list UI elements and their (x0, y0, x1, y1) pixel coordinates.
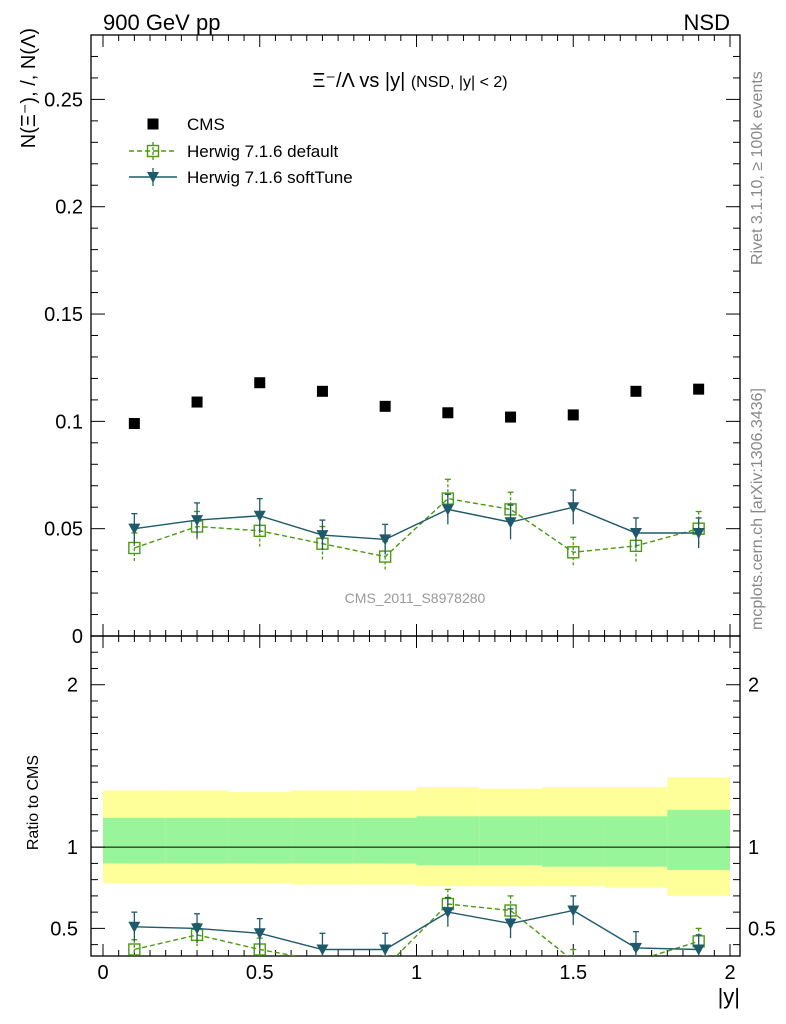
x-tick-label: 1.5 (559, 962, 587, 984)
ratio-herwig-softtune-point (191, 923, 204, 935)
chart-title-main: Ξ⁻/Λ vs |y| (312, 70, 405, 92)
legend-label: CMS (187, 115, 225, 134)
rivet-label: Rivet 3.1.10, ≥ 100k events (749, 71, 766, 265)
chart-title-sub: (NSD, |y| < 2) (411, 74, 508, 91)
process-label: NSD (684, 10, 730, 35)
ratio-frame (90, 635, 741, 957)
ratio-band-inner (103, 817, 166, 864)
legend-cms-marker (147, 118, 159, 130)
cms-point (442, 407, 454, 419)
main-plot-area: 0 0.05 0.1 0.15 0.2 0.25 (44, 34, 741, 956)
ratio-band-inner (228, 817, 292, 864)
cms-point (505, 411, 517, 423)
cms-point (379, 400, 391, 412)
ratio-herwig-softtune-point (379, 944, 392, 956)
ratio-y-tick-label-right: 0.5 (748, 918, 776, 940)
legend-softtune-marker (147, 172, 159, 183)
herwig-default-line (134, 497, 699, 558)
ratio-band-inner (416, 816, 480, 866)
ratio-herwig-default-line (134, 903, 699, 956)
ratio-y-tick-label-left: 0.5 (50, 918, 78, 940)
cms-point (316, 385, 328, 397)
ratio-y-axis-label: Ratio to CMS (25, 755, 42, 850)
ratio-band-inner (667, 809, 730, 870)
herwig-softtune-line (134, 506, 699, 541)
main-y-tick-label: 0.05 (44, 519, 83, 541)
ratio-band-inner (291, 817, 354, 864)
cms-point (191, 396, 203, 408)
mcplots-label: mcplots.cern.ch [arXiv:1306.3436] (749, 388, 766, 630)
legend-default-marker (146, 144, 160, 158)
main-y-tick-label: 0 (72, 626, 83, 648)
ratio-herwig-softtune-point (692, 944, 705, 956)
watermark: CMS_2011_S8978280 (345, 590, 486, 606)
herwig-softtune-point (191, 515, 204, 527)
herwig-softtune-point (316, 530, 329, 542)
ratio-band-inner (479, 816, 542, 866)
cms-point (254, 377, 266, 389)
herwig-default-point (567, 546, 580, 559)
ratio-band-inner (541, 816, 605, 867)
cms-point (567, 409, 579, 421)
x-axis-label: |y| (718, 984, 740, 1009)
herwig-softtune-point (441, 504, 454, 516)
legend-label: Herwig 7.1.6 softTune (187, 168, 353, 187)
legend-label: Herwig 7.1.6 default (187, 142, 338, 161)
ratio-herwig-softtune-point (629, 942, 642, 954)
ratio-band-inner (353, 817, 417, 864)
chart-title: Ξ⁻/Λ vs |y| (NSD, |y| < 2) (312, 70, 507, 92)
herwig-softtune-point (253, 510, 266, 522)
herwig-softtune-point (379, 534, 392, 546)
main-y-axis-label: N(Ξ⁻), /, N(Λ) (18, 28, 40, 148)
ratio-herwig-softtune-point (253, 928, 266, 940)
ratio-herwig-softtune-point (504, 918, 517, 930)
ratio-y-tick-label-left: 1 (67, 837, 78, 859)
cms-point (693, 383, 705, 395)
cms-point (630, 385, 642, 397)
herwig-softtune-point (692, 527, 705, 539)
main-y-tick-label: 0.1 (55, 411, 83, 433)
herwig-softtune-point (567, 502, 580, 514)
ratio-herwig-softtune-point (128, 921, 141, 933)
x-tick-label: 2 (724, 962, 735, 984)
ratio-herwig-softtune-line (134, 909, 699, 951)
herwig-softtune-point (128, 523, 141, 535)
ratio-herwig-default-point (128, 943, 141, 956)
legend: CMS Herwig 7.1.6 default Herwig 7.1.6 soft… (129, 115, 353, 187)
ratio-y-tick-label-right: 2 (748, 675, 759, 697)
ratio-herwig-softtune-point (567, 905, 580, 917)
ratio-y-tick-label-right: 1 (748, 837, 759, 859)
main-y-tick-label: 0.15 (44, 304, 83, 326)
herwig-softtune-point (504, 517, 517, 529)
ratio-herwig-softtune-point (441, 907, 454, 919)
ratio-band-inner (165, 817, 229, 864)
x-tick-label: 1 (411, 962, 422, 984)
cms-point (128, 418, 140, 430)
main-y-tick-label: 0.25 (44, 89, 83, 111)
x-tick-label: 0 (97, 962, 108, 984)
herwig-softtune-point (629, 527, 642, 539)
ratio-plot-area: 0 0.5 1 1.5 2 0.5 0.5 1 1 2 2 (50, 635, 776, 984)
ratio-band-inner (604, 816, 668, 867)
energy-label: 900 GeV pp (103, 10, 220, 35)
x-tick-label: 0.5 (246, 962, 274, 984)
main-y-tick-label: 0.2 (55, 197, 83, 219)
ratio-herwig-softtune-point (316, 944, 329, 956)
ratio-y-tick-label-left: 2 (67, 675, 78, 697)
